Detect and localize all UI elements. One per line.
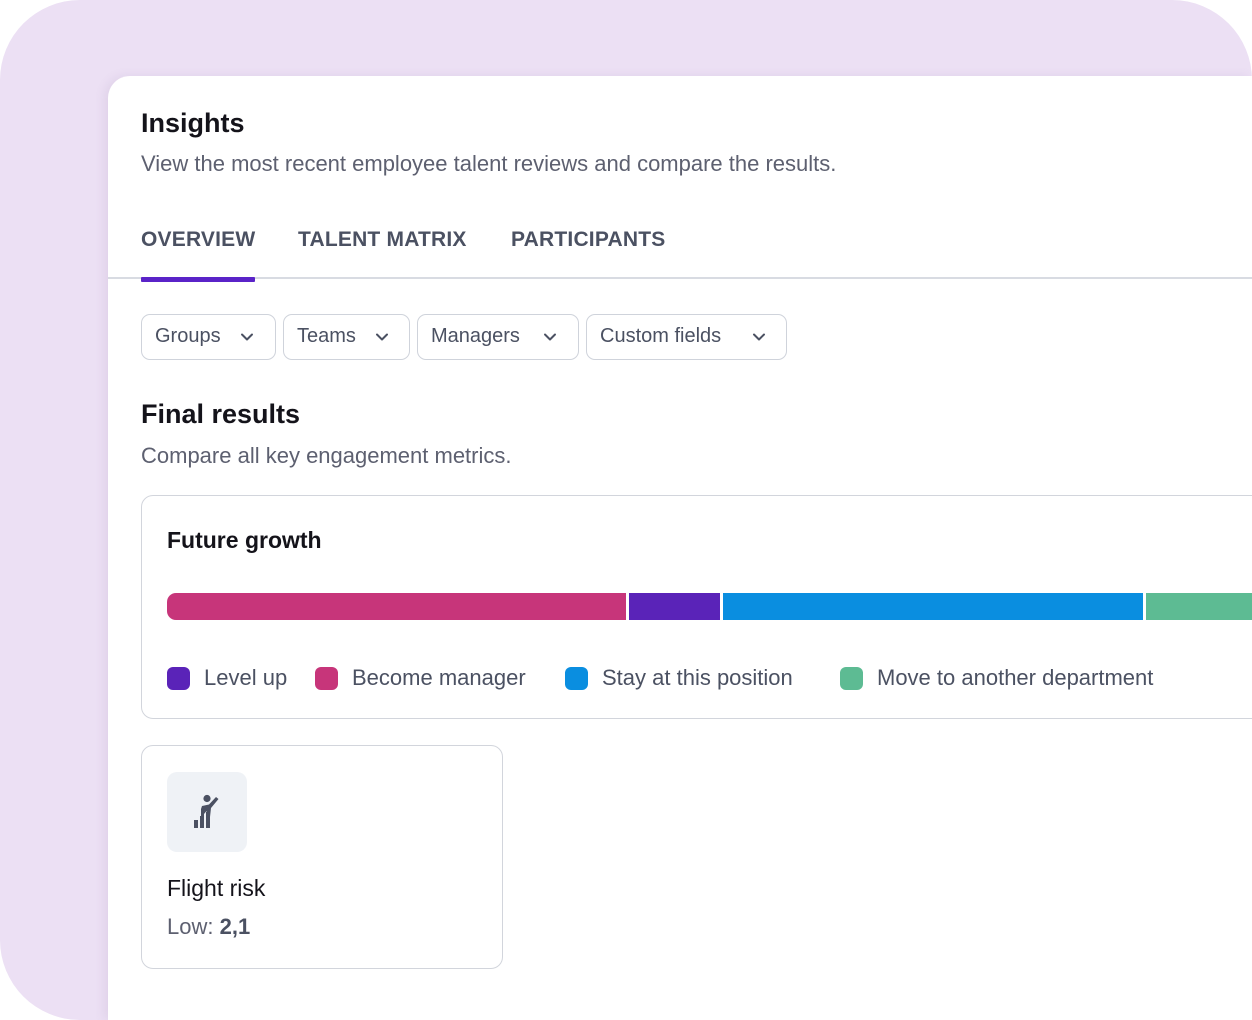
tab-participants[interactable]: PARTICIPANTS (511, 228, 666, 251)
flight-risk-title: Flight risk (167, 875, 266, 901)
future-growth-card: Future growth Level up Become manager St… (141, 495, 1252, 719)
chevron-down-icon (241, 333, 253, 341)
flight-risk-score: 2,1 (219, 914, 251, 939)
tab-bar: OVERVIEW TALENT MATRIX PARTICIPANTS (108, 222, 1252, 282)
flight-risk-value-label: Low: (167, 914, 214, 939)
teams-filter[interactable]: Teams (283, 314, 410, 360)
person-climbing-icon (194, 794, 219, 828)
legend-label: Level up (204, 665, 288, 690)
flight-risk-card[interactable]: Flight risk Low: 2,1 (141, 745, 503, 969)
chevron-down-icon (544, 333, 556, 341)
tab-talent-matrix[interactable]: TALENT MATRIX (298, 228, 467, 251)
card-title: Future growth (167, 527, 322, 553)
filter-label: Custom fields (600, 325, 722, 347)
managers-filter[interactable]: Managers (417, 314, 579, 360)
filter-label: Teams (297, 325, 356, 347)
section-subtitle: Compare all key engagement metrics. (141, 443, 512, 468)
chevron-down-icon (753, 333, 765, 341)
tab-overview[interactable]: OVERVIEW (141, 228, 256, 282)
chevron-down-icon (376, 333, 388, 341)
legend-label: Move to another department (877, 665, 1154, 690)
legend-swatch (565, 667, 588, 690)
groups-filter[interactable]: Groups (141, 314, 276, 360)
filter-label: Managers (431, 325, 520, 347)
filter-label: Groups (155, 325, 221, 347)
legend-swatch (315, 667, 338, 690)
bar-segment-level-up[interactable] (629, 593, 720, 620)
legend-label: Become manager (352, 665, 526, 690)
future-growth-bar (167, 593, 1252, 620)
flight-risk-icon-box (167, 772, 247, 852)
bar-segment-move[interactable] (1146, 593, 1252, 620)
bar-segment-stay[interactable] (722, 593, 1143, 620)
page-subtitle: View the most recent employee talent rev… (141, 151, 837, 176)
legend-swatch (840, 667, 863, 690)
custom-fields-filter[interactable]: Custom fields (586, 314, 787, 360)
insights-panel: Insights View the most recent employee t… (108, 76, 1252, 1020)
legend-swatch (167, 667, 190, 690)
section-title: Final results (141, 399, 301, 429)
bar-segment-become-manager[interactable] (167, 593, 626, 620)
flight-risk-value: Low: 2,1 (167, 914, 250, 940)
page-title: Insights (141, 108, 245, 138)
legend-label: Stay at this position (602, 665, 793, 690)
